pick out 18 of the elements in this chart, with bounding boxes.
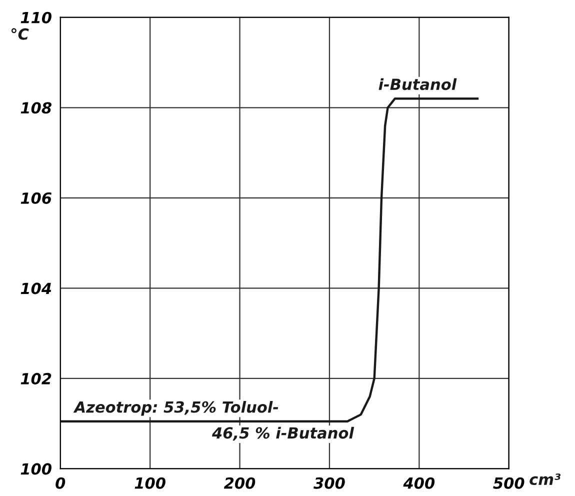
- line-series: [60, 97, 479, 422]
- x-tick-label: 200: [224, 477, 256, 489]
- x-axis-title: cm³: [530, 474, 561, 486]
- x-tick-label: 100: [134, 477, 166, 489]
- y-axis-title: °C: [11, 28, 29, 40]
- x-tick-label: 400: [403, 477, 435, 489]
- y-tick-label: 104: [20, 282, 52, 294]
- annotation: Azeotrop: 53,5% Toluol-: [73, 400, 278, 416]
- y-tick-label: 102: [20, 372, 52, 384]
- x-tick-label: 300: [314, 477, 345, 489]
- y-tick-label: 110: [20, 12, 52, 24]
- x-tick-label: 0: [56, 477, 66, 489]
- y-tick-label: 106: [20, 192, 52, 204]
- y-tick-label: 108: [20, 102, 52, 114]
- annotation: i-Butanol: [378, 78, 457, 90]
- y-tick-label: 100: [20, 463, 52, 475]
- x-tick-label: 500: [493, 477, 524, 489]
- annotation: 46,5 % i-Butanol: [212, 426, 354, 441]
